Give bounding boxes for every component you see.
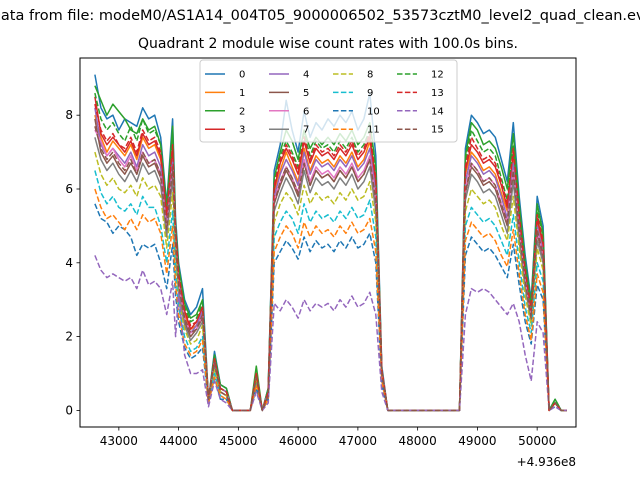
x-tick-label: 47000	[339, 434, 377, 448]
legend-label-2: 2	[239, 106, 245, 117]
series-line-14	[94, 255, 567, 412]
legend-label-5: 5	[303, 88, 309, 99]
series-line-15	[94, 126, 567, 412]
x-tick-label: 50000	[518, 434, 556, 448]
legend-label-1: 1	[239, 88, 245, 99]
legend-label-4: 4	[303, 70, 309, 81]
series-line-7	[94, 137, 567, 412]
series-line-13	[94, 103, 567, 412]
chart-title: Quadrant 2 module wise count rates with …	[138, 36, 518, 52]
y-tick-label: 2	[65, 330, 73, 344]
x-offset-label: +4.936e8	[517, 455, 576, 469]
legend-label-12: 12	[431, 70, 444, 81]
legend-label-10: 10	[367, 106, 380, 117]
plot-frame	[79, 57, 577, 428]
x-tick-label: 46000	[279, 434, 317, 448]
legend-label-6: 6	[303, 106, 309, 117]
legend-label-0: 0	[239, 70, 245, 81]
legend-label-9: 9	[367, 88, 373, 99]
x-tick-label: 48000	[399, 434, 437, 448]
series-line-3	[94, 96, 567, 412]
y-tick-label: 4	[65, 256, 73, 270]
legend-label-7: 7	[303, 125, 309, 136]
series-line-8	[94, 151, 567, 412]
x-tick-label: 45000	[219, 434, 257, 448]
series-line-11	[94, 188, 567, 412]
figure-suptitle: Data from file: modeM0/AS1A14_004T05_900…	[0, 8, 640, 24]
y-tick-label: 0	[65, 403, 73, 417]
y-tick-label: 8	[65, 108, 73, 122]
legend-label-3: 3	[239, 125, 245, 136]
x-tick-label: 49000	[458, 434, 496, 448]
x-tick-label: 44000	[160, 434, 198, 448]
x-tick-label: 43000	[100, 434, 138, 448]
legend-frame	[199, 59, 458, 143]
series-line-9	[94, 170, 567, 412]
series-line-10	[94, 203, 567, 412]
legend-label-11: 11	[367, 125, 380, 136]
y-tick-label: 6	[65, 182, 73, 196]
legend-label-13: 13	[431, 88, 444, 99]
legend-label-15: 15	[431, 125, 444, 136]
legend-label-14: 14	[431, 106, 444, 117]
legend-label-8: 8	[367, 70, 373, 81]
